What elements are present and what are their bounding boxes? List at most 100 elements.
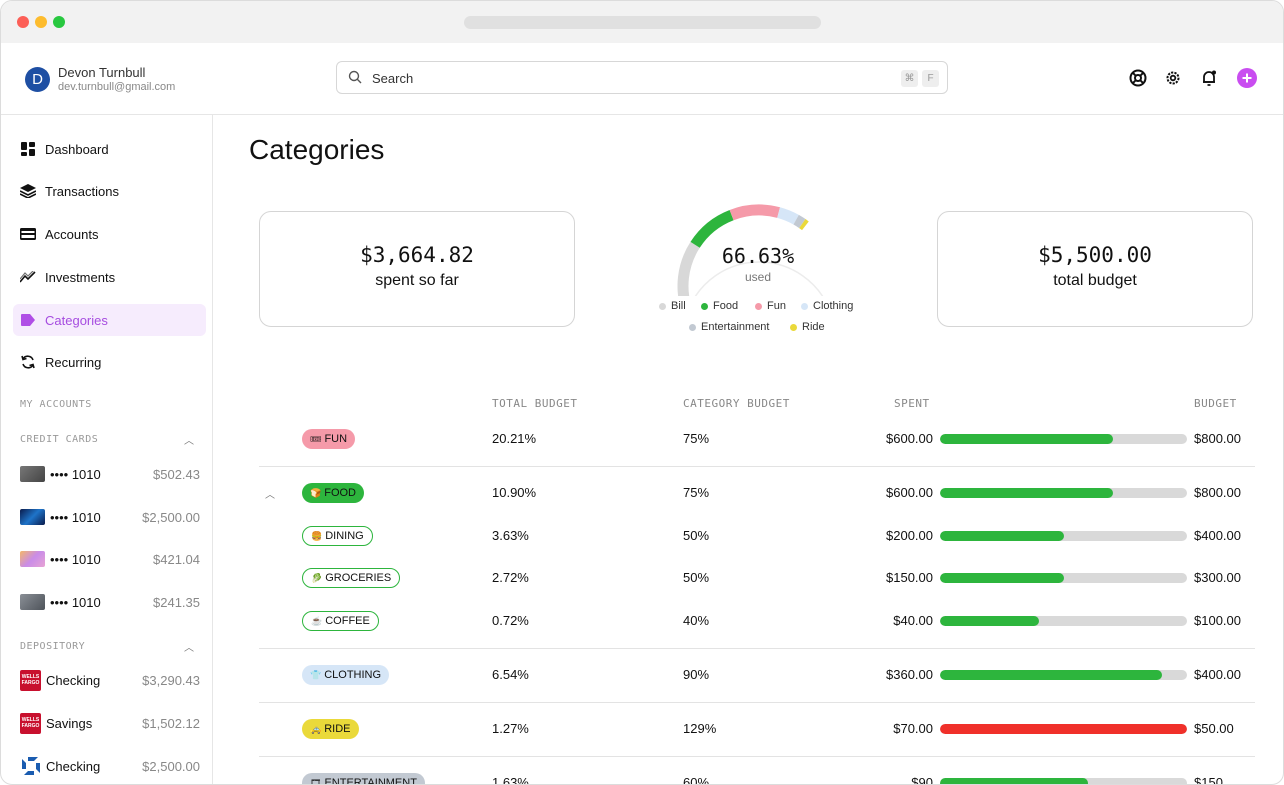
account-balance: $502.43 — [153, 466, 200, 482]
legend-label: Clothing — [813, 300, 854, 312]
category-budget-value: 50% — [683, 528, 710, 543]
budget-value: $800.00 — [1194, 431, 1241, 446]
category-tag[interactable]: 👕 CLOTHING — [302, 665, 390, 685]
total-budget-value: 6.54% — [492, 667, 529, 682]
refresh-icon — [20, 354, 36, 370]
account-name: •••• 1010 — [50, 594, 101, 610]
category-row-groceries[interactable]: 🥬 GROCERIES 2.72% 50% $150.00 $300.00 — [259, 558, 1255, 598]
legend-label: Fun — [767, 300, 786, 312]
nav-label: Accounts — [45, 226, 99, 242]
account-name: •••• 1010 — [50, 551, 101, 567]
account-item[interactable]: •••• 1010 $241.35 — [20, 590, 200, 614]
category-emoji-icon: 🚕 — [310, 723, 322, 734]
card-icon — [20, 226, 36, 242]
layers-icon — [20, 183, 36, 199]
card-thumbnail — [20, 594, 45, 610]
progress-bar — [940, 778, 1187, 784]
account-name: •••• 1010 — [50, 466, 101, 482]
category-label: RIDE — [324, 723, 351, 735]
budget-value: $100.00 — [1194, 613, 1241, 628]
account-item[interactable]: •••• 1010 $502.43 — [20, 462, 200, 486]
progress-fill — [940, 488, 1113, 498]
nav-investments[interactable]: Investments — [13, 261, 206, 293]
budget-label: total budget — [1053, 272, 1137, 289]
progress-fill — [940, 434, 1113, 444]
dashboard-icon — [20, 141, 36, 157]
avatar[interactable]: D — [25, 67, 50, 92]
category-label: COFFEE — [325, 615, 370, 627]
collapse-row-icon[interactable]: ︿ — [265, 490, 275, 501]
progress-fill — [940, 573, 1064, 583]
category-row-ride[interactable]: 🚕 RIDE 1.27% 129% $70.00 $50.00 — [259, 709, 1255, 749]
legend-item-bill: Bill — [659, 300, 686, 312]
category-row-dining[interactable]: 🍔 DINING 3.63% 50% $200.00 $400.00 — [259, 516, 1255, 556]
category-tag[interactable]: 🎟 FUN — [302, 429, 356, 449]
category-tag[interactable]: ☕ COFFEE — [302, 611, 379, 631]
budget-value: $300.00 — [1194, 570, 1241, 585]
gear-icon[interactable] — [1163, 68, 1183, 88]
account-item[interactable]: Checking $2,500.00 — [20, 754, 200, 778]
section-credit-cards: CREDIT CARDS — [20, 434, 99, 445]
minimize-window-button[interactable] — [35, 16, 47, 28]
account-item[interactable]: WELLS FARGO Checking $3,290.43 — [20, 668, 200, 692]
nav-recurring[interactable]: Recurring — [13, 346, 206, 378]
category-row-fun[interactable]: 🎟 FUN 20.21% 75% $600.00 $800.00 — [259, 419, 1255, 459]
progress-bar — [940, 670, 1187, 680]
address-bar[interactable] — [464, 16, 821, 29]
gauge-segment-clothing — [777, 207, 799, 225]
category-budget-value: 129% — [683, 721, 717, 736]
collapse-credit-cards-icon[interactable]: ︿ — [184, 436, 194, 447]
account-item[interactable]: WELLS FARGO Savings $1,502.12 — [20, 711, 200, 735]
total-budget-value: 1.63% — [492, 775, 529, 785]
spent-so-far-card: $3,664.82 spent so far — [259, 211, 575, 327]
add-icon[interactable] — [1237, 68, 1257, 88]
legend-label: Entertainment — [701, 321, 770, 333]
nav-transactions[interactable]: Transactions — [13, 175, 206, 207]
category-label: ENTERTAINMENT — [324, 777, 417, 785]
search-icon — [348, 70, 362, 89]
maximize-window-button[interactable] — [53, 16, 65, 28]
category-budget-value: 50% — [683, 570, 710, 585]
nav-accounts[interactable]: Accounts — [13, 218, 206, 250]
total-budget-value: 0.72% — [492, 613, 529, 628]
category-tag[interactable]: 🚕 RIDE — [302, 719, 359, 739]
user-email: dev.turnbull@gmail.com — [58, 81, 176, 93]
category-row-food[interactable]: ︿ 🍞 FOOD 10.90% 75% $600.00 $800.00 — [259, 473, 1255, 513]
account-balance: $1,502.12 — [142, 715, 200, 731]
spent-value: $150.00 — [886, 570, 933, 585]
nav-dashboard[interactable]: Dashboard — [13, 133, 206, 165]
category-emoji-icon: 👕 — [310, 669, 322, 680]
collapse-depository-icon[interactable]: ︿ — [184, 643, 194, 654]
nav-label: Investments — [45, 269, 116, 285]
wells-fargo-logo: WELLS FARGO — [20, 712, 41, 734]
account-item[interactable]: •••• 1010 $421.04 — [20, 547, 200, 571]
search-input[interactable]: Search ⌘ F — [336, 61, 948, 94]
nav-label: Recurring — [45, 354, 102, 370]
category-tag[interactable]: 🎞 ENTERTAINMENT — [302, 773, 425, 785]
category-row-entertainment[interactable]: 🎞 ENTERTAINMENT 1.63% 60% $90 $150 — [259, 763, 1255, 785]
gauge-segment-bill — [677, 241, 700, 296]
category-row-clothing[interactable]: 👕 CLOTHING 6.54% 90% $360.00 $400.00 — [259, 655, 1255, 695]
category-budget-value: 75% — [683, 431, 710, 446]
avatar-initial: D — [32, 71, 43, 88]
support-icon[interactable] — [1128, 68, 1148, 88]
bell-icon[interactable] — [1199, 68, 1219, 88]
category-emoji-icon: 🥬 — [311, 572, 323, 583]
category-tag[interactable]: 🍞 FOOD — [302, 483, 364, 503]
budget-gauge — [677, 204, 824, 296]
account-item[interactable]: •••• 1010 $2,500.00 — [20, 505, 200, 529]
category-tag[interactable]: 🍔 DINING — [302, 526, 373, 546]
budget-value: $50.00 — [1194, 721, 1234, 736]
category-budget-value: 40% — [683, 613, 710, 628]
close-window-button[interactable] — [17, 16, 29, 28]
nav-categories[interactable]: Categories — [13, 304, 206, 336]
category-tag[interactable]: 🥬 GROCERIES — [302, 568, 401, 588]
gauge-percent: 66.63% — [721, 244, 795, 268]
category-row-coffee[interactable]: ☕ COFFEE 0.72% 40% $40.00 $100.00 — [259, 601, 1255, 641]
card-thumbnail — [20, 509, 45, 525]
gauge-label: used — [744, 270, 772, 284]
progress-fill — [940, 616, 1039, 626]
progress-bar — [940, 531, 1187, 541]
card-thumbnail — [20, 551, 45, 567]
